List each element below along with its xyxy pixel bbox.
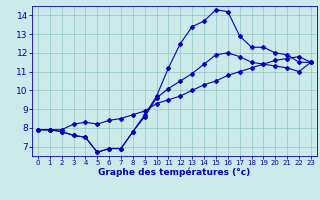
X-axis label: Graphe des températures (°c): Graphe des températures (°c) (98, 168, 251, 177)
